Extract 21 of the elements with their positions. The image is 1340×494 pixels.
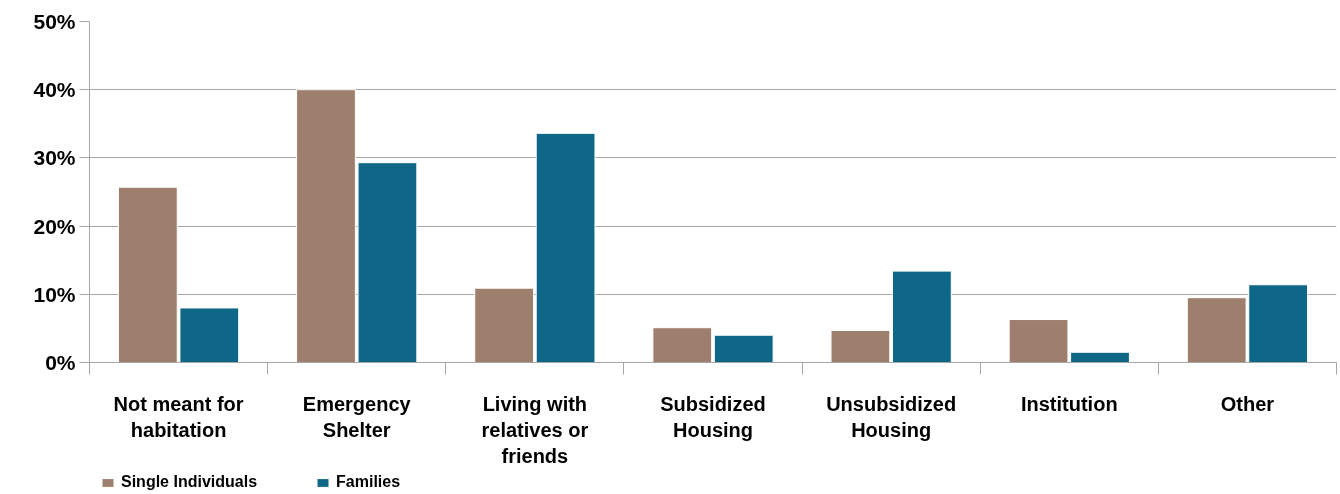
y-tick-label: 0% xyxy=(45,351,76,374)
x-tick-label: Institution xyxy=(1020,392,1118,415)
bar xyxy=(535,132,596,363)
bar xyxy=(652,327,713,363)
legend-label: Single Individuals xyxy=(121,473,258,491)
legend-label: Families xyxy=(336,473,401,491)
x-tick-label: Other xyxy=(1220,392,1275,415)
y-tick-label: 20% xyxy=(33,214,76,238)
bar xyxy=(713,334,774,363)
bar xyxy=(830,329,891,363)
y-tick-label: 50% xyxy=(33,10,76,33)
y-tick-label: 10% xyxy=(33,282,76,306)
y-tick-label: 30% xyxy=(33,146,76,170)
bar xyxy=(474,287,535,363)
x-tick-label: Living with relatives or friends xyxy=(481,392,589,468)
x-tick-label: Unsubsidized Housing xyxy=(826,392,957,441)
bar xyxy=(891,270,952,363)
x-tick-label: Subsidized Housing xyxy=(660,392,766,441)
x-tick-label: Emergency Shelter xyxy=(302,392,412,441)
y-tick-label: 40% xyxy=(33,78,76,102)
x-tick-label: Not meant for habitation xyxy=(113,392,244,441)
